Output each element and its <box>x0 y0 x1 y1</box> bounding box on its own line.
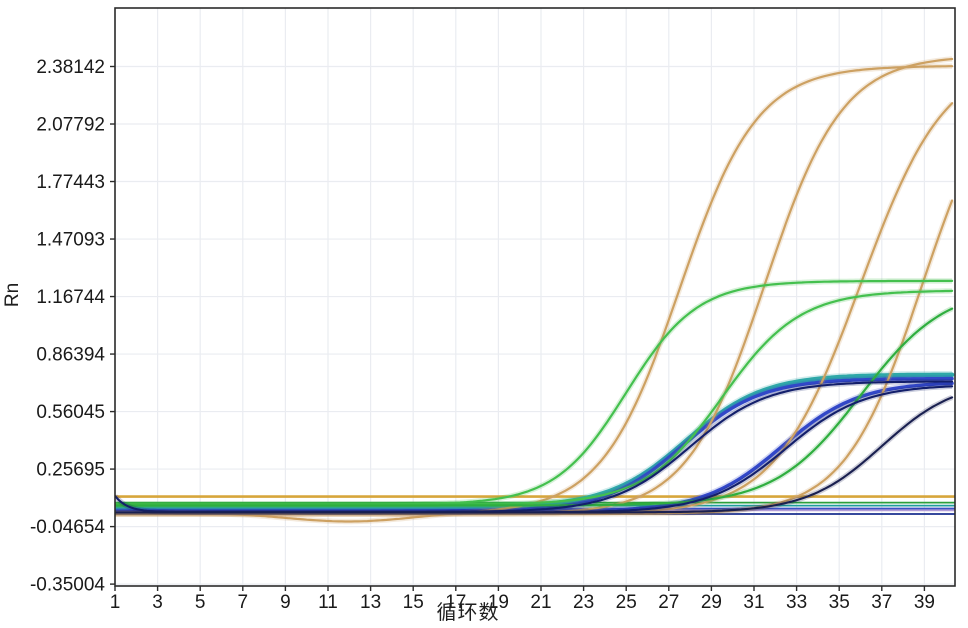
x-tick-labels: 1 3 5 7 9 11 13 15 17 19 21 23 25 27 29 31 33 35 37 39 <box>110 592 935 613</box>
x-tick-label: 31 <box>743 592 764 613</box>
x-tick-label: 29 <box>701 592 722 613</box>
x-tick-label: 25 <box>616 592 637 613</box>
x-tick-label: 17 <box>445 592 466 613</box>
y-tick-label: 2.38142 <box>36 57 105 78</box>
y-tick-label: -0.04654 <box>30 517 105 538</box>
curve-royal-rise-2 <box>115 381 954 514</box>
x-axis-title: 循环数 <box>436 602 500 624</box>
x-tick-label: 9 <box>280 592 291 613</box>
curve-green-1 <box>115 279 954 506</box>
curve-navy-2 <box>115 385 954 514</box>
curve-navy-3 <box>115 396 954 514</box>
y-tick-label: 0.25695 <box>36 460 105 481</box>
curve-navy-1 <box>115 380 954 514</box>
curve-green-3 <box>115 307 954 507</box>
x-tick-label: 39 <box>914 592 935 613</box>
curve-tan-4 <box>115 199 954 516</box>
curve-tan-2 <box>115 57 954 516</box>
y-tick-label: -0.35004 <box>30 575 105 596</box>
x-tick-label: 37 <box>871 592 892 613</box>
x-tick-label: 33 <box>786 592 807 613</box>
x-tick-label: 3 <box>152 592 163 613</box>
x-tick-label: 21 <box>530 592 551 613</box>
y-tick-label: 1.47093 <box>36 230 105 251</box>
x-tick-label: 13 <box>360 592 381 613</box>
x-tick-label: 27 <box>658 592 679 613</box>
curve-halo-navy-2 <box>115 383 953 516</box>
plot-area <box>115 56 955 525</box>
x-tick-label: 1 <box>110 592 121 613</box>
curve-halo-royal-rise-2 <box>115 380 953 515</box>
curve-halo-green-1 <box>115 278 953 508</box>
y-tick-label: 0.86394 <box>36 345 105 366</box>
x-tick-label: 19 <box>488 592 509 613</box>
x-tick-label: 23 <box>573 592 594 613</box>
curve-green-2 <box>115 289 954 506</box>
y-tick-labels: 2.38142 2.07792 1.77443 1.47093 1.16744 0.863… <box>30 57 105 596</box>
curve-tan-3 <box>115 102 954 516</box>
curve-halo-green-2 <box>115 288 953 508</box>
curve-halo-tan-4 <box>115 199 955 517</box>
y-tick-label: 1.77443 <box>36 172 105 193</box>
x-tick-label: 5 <box>195 592 206 613</box>
x-tick-label: 15 <box>403 592 424 613</box>
y-tick-label: 1.16744 <box>36 287 105 308</box>
x-tick-label: 35 <box>829 592 850 613</box>
x-tick-label: 7 <box>238 592 249 613</box>
y-tick-label: 2.07792 <box>36 115 105 136</box>
y-tick-label: 0.56045 <box>36 402 105 423</box>
x-tick-label: 11 <box>318 592 338 613</box>
curve-halo-tan-3 <box>115 101 955 517</box>
grid-lines <box>114 8 955 586</box>
y-axis-title: Rn <box>2 282 23 308</box>
amplification-curves <box>115 56 955 525</box>
axis-ticks <box>110 65 926 591</box>
curve-halo-tan-2 <box>115 56 953 517</box>
curve-halo-navy-1 <box>115 378 953 515</box>
